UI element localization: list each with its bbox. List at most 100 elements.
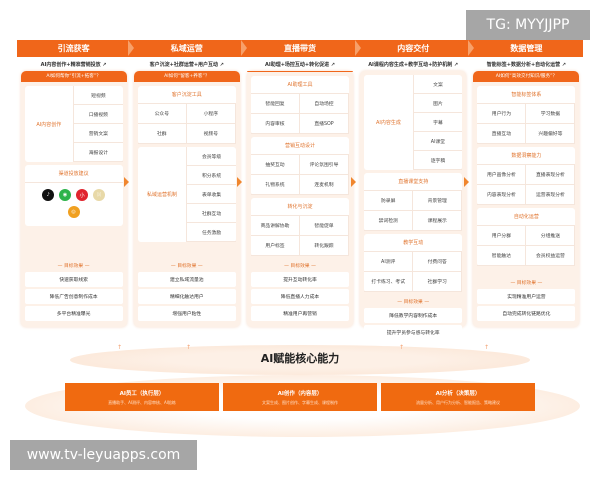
feature-item: 会员等级 <box>187 147 236 166</box>
capability-desc: 文案生成、图片创作、字幕生成、课程制作 <box>262 399 338 405</box>
feature-item: 公众号 <box>137 104 187 124</box>
spacer <box>25 229 123 259</box>
feature-grid: 用户行为 学习数据 直播互动 兴趣偏好等 <box>477 104 576 144</box>
feature-item: 图片 <box>413 94 463 113</box>
kuaishou-icon: ◎ <box>67 206 80 218</box>
feature-block: AI内容生成 文案 图片 字幕 AI课堂 逐字稿 <box>364 75 463 170</box>
feature-title: 智能标签体系 <box>477 86 576 104</box>
feature-item: 智能促单 <box>300 216 349 236</box>
feature-block: 营销互动设计 抽奖互动 评论氛围引导 礼物系统 连麦机制 <box>251 137 349 195</box>
feature-label: 私域运营机制 <box>138 147 188 242</box>
feature-item: 内容审核 <box>251 114 300 134</box>
feature-title: 营销互动设计 <box>251 137 349 155</box>
capability-title: AI员工（执行层） <box>119 390 165 397</box>
result-item: 建立私域流量池 <box>137 272 236 287</box>
feature-grid: 抽奖互动 评论氛围引导 礼物系统 连麦机制 <box>251 155 349 195</box>
stage-header: 引流获客 <box>17 40 135 57</box>
capability-desc: 直播助手、AI测评、内容审核、AI陪练 <box>108 399 176 405</box>
feature-block: AI内容创作 短视频 口播视频 营销文案 海报设计 <box>24 86 123 162</box>
result-item: 自动完成转化链路优化 <box>477 306 576 321</box>
feature-block: 自动化运营 用户分群 分组推送 智能触达 会员权益运营 <box>477 208 576 266</box>
feature-item: 分组推送 <box>526 226 576 246</box>
feature-item: 背景管理 <box>413 191 463 211</box>
feature-item: 运营表现分析 <box>526 185 576 205</box>
stage-subtitle: 智能标签+数据分析+自动化运营 ↗ <box>486 62 567 68</box>
result-item: 降低教学内容制作成本 <box>364 308 463 323</box>
capability-ai-creation: AI创作（内容层） 文案生成、图片创作、字幕生成、课程制作 <box>223 383 377 411</box>
up-arrow-icon: ↑ <box>399 344 405 351</box>
feature-title: 自动化运营 <box>477 208 576 226</box>
feature-item: 内容表现分析 <box>477 185 527 205</box>
stage-question: AI如何“高效交付知识/服务”？ <box>473 71 580 82</box>
feature-block: 教学互动 AI测评 付费问答 打卡练习、考试 社群学习 <box>364 234 463 292</box>
feature-split: 私域运营机制 会员等级 积分系统 表单收集 社群互动 任务激励 <box>138 147 236 242</box>
feature-item: 短视频 <box>74 86 123 105</box>
feature-title: 教学互动 <box>364 234 463 252</box>
feature-item: 任务激励 <box>187 223 236 242</box>
capability-title: AI创作（内容层） <box>277 390 323 397</box>
feature-item: AI课堂 <box>413 132 463 151</box>
feature-title: AI助理工具 <box>251 76 349 94</box>
capability-title: AI分析（决策层） <box>435 390 481 397</box>
feature-grid: 智能回复 自动场控 内容审核 直播SOP <box>251 94 349 134</box>
stage-question: AI如何帮你“引流+拓客”？ <box>20 71 127 82</box>
target-label: — 目标效果 — <box>170 264 203 269</box>
feature-item: 商品讲解协助 <box>251 216 300 236</box>
feature-item: 智能回复 <box>251 94 300 114</box>
channel-icons: ♪ ◉ 小 ᛞ ◎ <box>25 183 123 226</box>
feature-block: 私域运营机制 会员等级 积分系统 表单收集 社群互动 任务激励 <box>137 147 236 242</box>
feature-item: 转化跟踪 <box>300 236 349 256</box>
feature-item: 防录屏 <box>364 191 414 211</box>
feature-item: 用户行为 <box>477 104 527 124</box>
watermark-top: TG: MYYJJPP <box>466 10 590 40</box>
feature-item: AI测评 <box>364 252 414 272</box>
feature-grid: 用户画像分析 直播表现分析 内容表现分析 运营表现分析 <box>477 165 576 205</box>
douyin-icon: ♪ <box>42 189 55 201</box>
feature-item: 智能触达 <box>477 246 527 266</box>
flow-arrow-icon <box>124 177 130 187</box>
xiaohongshu-icon: 小 <box>76 189 89 201</box>
target-label: — 目标效果 — <box>510 281 543 286</box>
stage-column: AI课程内容生成+教学互动+防护机制 ↗ AI如何“高效交付知识/服务”？AI内容… <box>350 59 470 340</box>
feature-item: 视频号 <box>186 124 236 144</box>
core-title: AI赋能核心能力 <box>260 352 340 365</box>
stage-subtitle: 客户沉淀+社群运营+用户互动 ↗ <box>149 62 224 68</box>
feature-item: 付费问答 <box>413 252 463 272</box>
stage-card: AI如何“留客+养客”？ 客户沉淀工具 公众号 小程序 社群 视频号 私域运营机制 会员等级积… <box>133 71 240 327</box>
stage-banner: 引流获客 私域运营 直播带货 内容交付 数据管理 <box>17 40 583 57</box>
flow-arrow-icon <box>237 177 243 187</box>
feature-block: 渠道投放建议 ♪ ◉ 小 ᛞ ◎ <box>24 165 123 226</box>
stage-columns: AI内容创作+精准营销投放 ↗ AI如何帮你“引流+拓客”？ AI内容创作 短视频 口播… <box>17 59 583 340</box>
feature-title: 转化与沉淀 <box>251 198 349 216</box>
stage-column: 客户沉淀+社群运营+用户互动 ↗ AI如何“留客+养客”？ 客户沉淀工具 公众号 小程序… <box>124 59 243 327</box>
feature-item: 会员权益运营 <box>526 246 576 266</box>
up-arrow-icon: ↑ <box>484 344 490 351</box>
feature-label: AI内容创作 <box>25 86 75 162</box>
result-item: 增强用户粘性 <box>137 306 236 321</box>
feature-block: 数据洞察能力 用户画像分析 直播表现分析 内容表现分析 运营表现分析 <box>477 147 576 205</box>
feature-grid: 商品讲解协助 智能促单 用户标签 转化跟踪 <box>251 216 349 256</box>
feature-item: 小程序 <box>186 104 236 124</box>
feature-item: 社群学习 <box>413 272 463 292</box>
stage-column: 智能标签+数据分析+自动化运营 ↗ AI如何“高效交付知识/服务”？ 智能标签体系用… <box>463 59 583 327</box>
feature-block: 直播课堂支持 防录屏 背景管理 禁词检测 课程展示 <box>364 173 463 231</box>
watermark-bottom: www.tv-leyuapps.com <box>10 440 197 470</box>
feature-item: 逐字稿 <box>413 151 463 170</box>
feature-item: 用户画像分析 <box>477 165 527 185</box>
feature-block: 转化与沉淀 商品讲解协助 智能促单 用户标签 转化跟踪 <box>251 198 349 256</box>
result-item: 多平台精准曝光 <box>24 306 123 321</box>
flow-arrow-icon <box>463 177 469 187</box>
stage-subtitle: AI课程内容生成+教学互动+防护机制 ↗ <box>368 62 459 68</box>
feature-item: 积分系统 <box>187 166 236 185</box>
up-arrow-icon: ↑ <box>186 344 192 351</box>
stage-header: 直播带货 <box>243 40 361 57</box>
core-ellipse-top <box>70 345 530 375</box>
result-item: 精准用户再营销 <box>251 306 349 321</box>
stage-question: AI如何让直播“更智能+更高效”？ <box>247 71 353 72</box>
feature-grid: 用户分群 分组推送 智能触达 会员权益运营 <box>477 226 576 266</box>
wechat-icon: ◉ <box>59 189 72 201</box>
stage-header: 内容交付 <box>357 40 475 57</box>
capability-ai-staff: AI员工（执行层） 直播助手、AI测评、内容审核、AI陪练 <box>65 383 219 411</box>
spacer <box>138 245 236 259</box>
feature-item: 文案 <box>413 75 463 94</box>
